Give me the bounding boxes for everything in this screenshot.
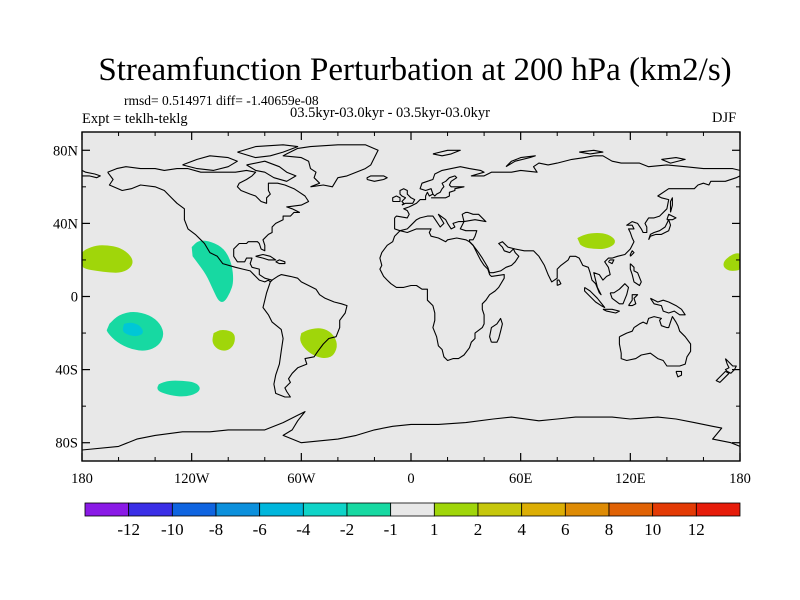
colorbar-swatch bbox=[521, 502, 566, 517]
anomaly-layer bbox=[82, 232, 740, 397]
experiment-label: Expt = teklh-teklg bbox=[82, 111, 188, 127]
map-background bbox=[82, 132, 740, 461]
coastline bbox=[489, 317, 503, 343]
colorbar-swatch bbox=[433, 502, 479, 517]
lon-tick-label: 180 bbox=[71, 471, 93, 487]
coastline bbox=[602, 308, 620, 314]
coastline bbox=[649, 297, 686, 316]
coastline bbox=[715, 370, 730, 383]
anomaly-south-pacific-core bbox=[122, 322, 143, 337]
colorbar-swatch bbox=[564, 502, 610, 517]
coastlines bbox=[82, 144, 740, 451]
lon-tick-label: 60E bbox=[509, 471, 533, 487]
colorbar-swatch bbox=[695, 502, 741, 517]
colorbar-label: 1 bbox=[430, 520, 439, 539]
colorbar-swatch bbox=[477, 502, 523, 517]
anomaly-southern-ocean-pacific bbox=[157, 380, 200, 397]
coastline bbox=[431, 175, 465, 199]
colorbar-label: -4 bbox=[296, 520, 311, 539]
anomaly-north-pacific-west bbox=[723, 253, 740, 271]
coastline bbox=[629, 263, 642, 287]
coastline bbox=[629, 250, 635, 257]
figure-title: Streamfunction Perturbation at 200 hPa (… bbox=[98, 52, 732, 88]
lon-tick-label: 180 bbox=[729, 471, 751, 487]
coastline bbox=[366, 175, 388, 182]
coastline bbox=[275, 259, 286, 265]
lat-tick-label: 80S bbox=[55, 436, 78, 452]
colorbar-label: -1 bbox=[384, 520, 398, 539]
coastline bbox=[282, 144, 379, 188]
colorbar-swatch bbox=[346, 502, 392, 517]
colorbar-swatch bbox=[652, 502, 697, 517]
coastline bbox=[669, 197, 673, 213]
coastline bbox=[505, 155, 536, 168]
anomaly-north-pacific-east bbox=[82, 245, 133, 273]
coastline bbox=[246, 160, 297, 182]
coastline bbox=[182, 155, 238, 171]
colorbar-label: 2 bbox=[474, 520, 483, 539]
coastline bbox=[584, 286, 606, 309]
coastline bbox=[82, 411, 740, 451]
coastline bbox=[628, 294, 639, 307]
anomaly-china bbox=[577, 232, 615, 249]
coastline bbox=[579, 149, 604, 155]
lon-tick-label: 120W bbox=[174, 471, 210, 487]
colorbar-swatch bbox=[84, 502, 130, 517]
coastline bbox=[648, 219, 672, 241]
anomaly-south-atlantic bbox=[300, 328, 337, 358]
coastline bbox=[394, 175, 740, 296]
colorbar-label: 12 bbox=[688, 520, 705, 539]
coastline bbox=[262, 274, 348, 398]
lon-tick-label: 120E bbox=[615, 471, 646, 487]
coastline bbox=[608, 259, 615, 265]
coastline bbox=[255, 253, 277, 261]
colorbar-label: -12 bbox=[117, 520, 140, 539]
colorbar-swatch bbox=[259, 502, 304, 517]
colorbar-label: -10 bbox=[161, 520, 184, 539]
lon-tick-label: 0 bbox=[407, 471, 414, 487]
coastline bbox=[609, 283, 630, 305]
coastline bbox=[394, 155, 740, 219]
anomaly-central-america-pacific bbox=[191, 240, 234, 302]
colorbar-swatch bbox=[608, 502, 654, 517]
coastline bbox=[399, 188, 416, 206]
lat-tick-label: 40S bbox=[55, 363, 78, 379]
coastline bbox=[379, 228, 505, 362]
season-label: DJF bbox=[712, 110, 737, 126]
lat-tick-label: 80N bbox=[53, 143, 79, 159]
colorbar-swatch bbox=[390, 502, 435, 517]
coastline bbox=[724, 358, 737, 374]
colorbar-label: 4 bbox=[517, 520, 526, 539]
coastline bbox=[556, 279, 562, 286]
colorbar-swatch bbox=[302, 502, 348, 517]
colorbar-swatch bbox=[128, 502, 173, 517]
stats-label: rmsd= 0.514971 diff= -1.40659e-08 bbox=[124, 93, 319, 108]
colorbar-label: -8 bbox=[209, 520, 223, 539]
coastline bbox=[666, 213, 677, 221]
colorbar-label: -6 bbox=[253, 520, 267, 539]
lat-tick-label: 0 bbox=[71, 290, 78, 306]
coastline bbox=[661, 157, 686, 164]
colorbar-label: 8 bbox=[605, 520, 614, 539]
colorbar-swatch bbox=[215, 502, 261, 517]
lat-tick-label: 40N bbox=[53, 216, 79, 232]
anomaly-south-pacific-east bbox=[212, 330, 235, 351]
period-label: 03.5kyr-03.0kyr - 03.5kyr-03.0kyr bbox=[290, 105, 490, 121]
coastline bbox=[107, 166, 310, 283]
coastline bbox=[618, 316, 692, 367]
lon-tick-label: 60W bbox=[287, 471, 316, 487]
coastline bbox=[392, 195, 401, 203]
colorbar-label: 10 bbox=[644, 520, 661, 539]
coastline bbox=[432, 149, 461, 157]
coastline bbox=[237, 144, 299, 159]
coastline bbox=[675, 370, 683, 378]
colorbar-swatch bbox=[171, 502, 217, 517]
colorbar-label: 6 bbox=[561, 520, 570, 539]
coastline bbox=[82, 169, 101, 179]
colorbar-label: -2 bbox=[340, 520, 354, 539]
